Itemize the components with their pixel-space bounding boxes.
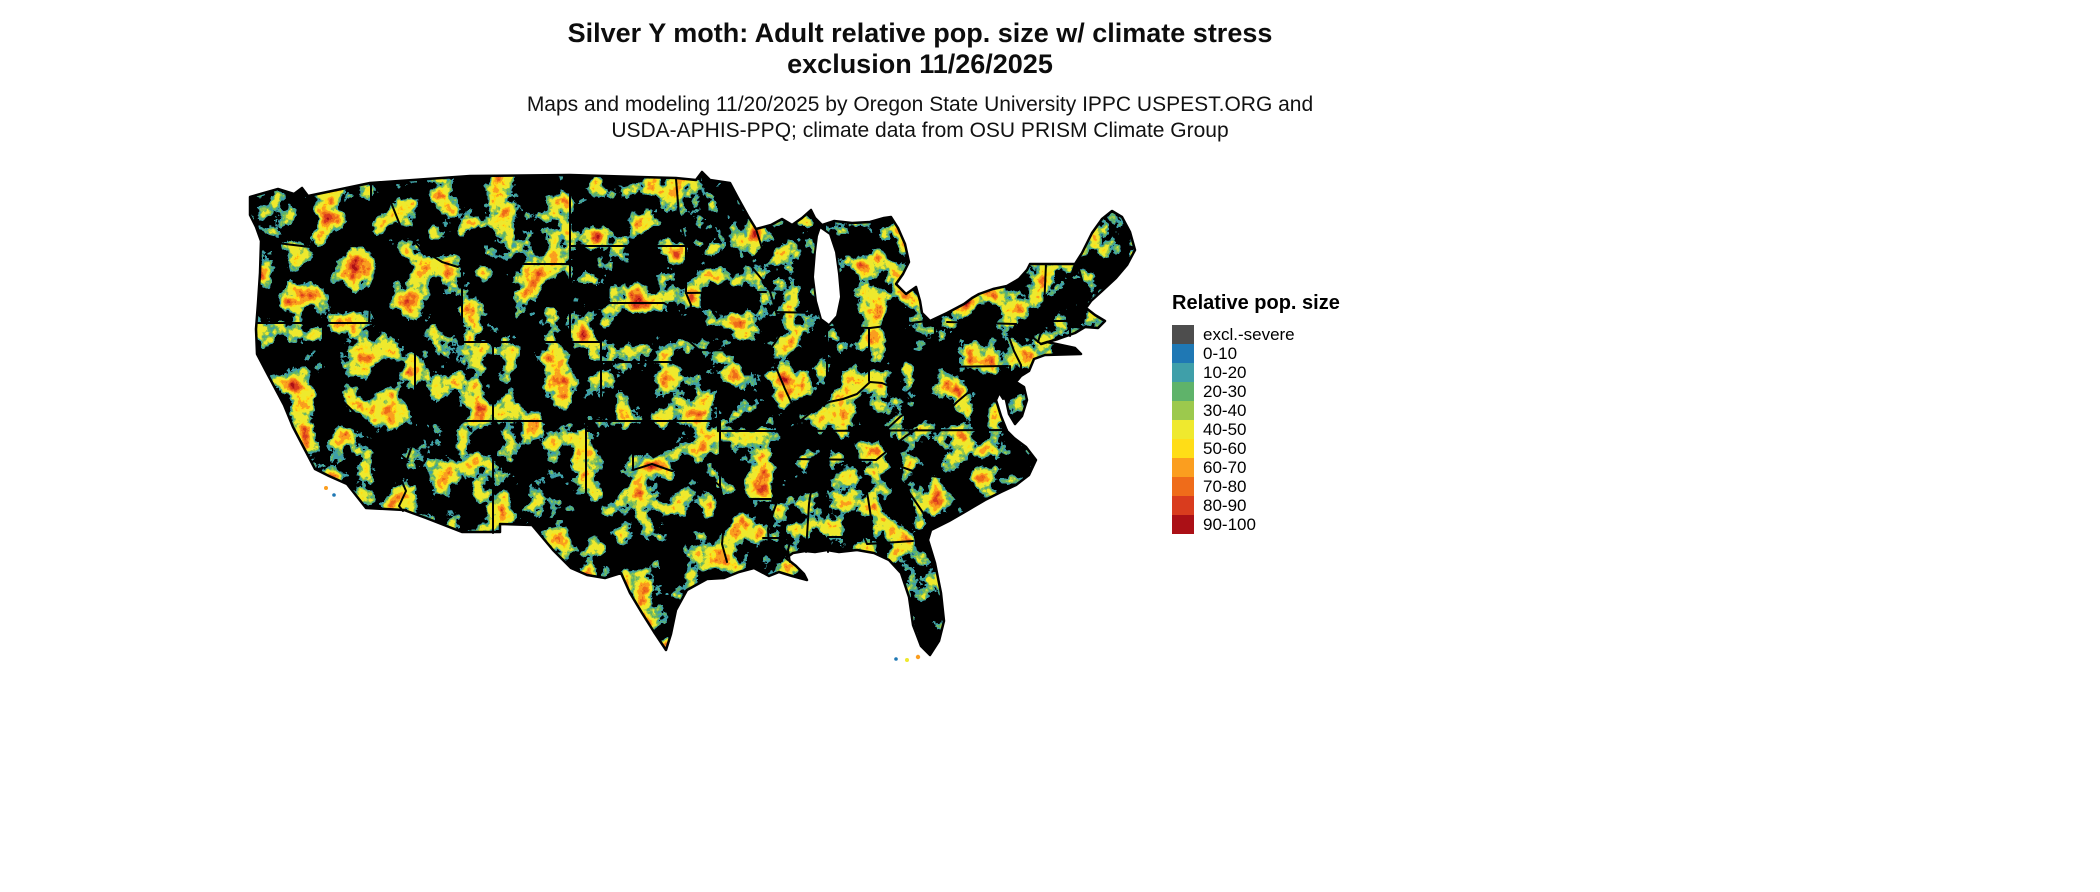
legend-swatch	[1172, 325, 1194, 344]
title-line-2: exclusion 11/26/2025	[787, 49, 1053, 79]
us-outline	[248, 170, 1137, 657]
small-islands	[324, 486, 921, 662]
legend-label: 50-60	[1203, 438, 1247, 458]
legend-title: Relative pop. size	[1172, 292, 1340, 314]
legend-item: 20-30	[1172, 382, 1412, 401]
legend-swatch	[1172, 458, 1194, 477]
legend-label: 90-100	[1203, 514, 1256, 534]
state-borders	[257, 175, 1088, 563]
page-title: Silver Y moth: Adult relative pop. size …	[0, 18, 1840, 80]
legend-swatch	[1172, 401, 1194, 420]
legend-label: 80-90	[1203, 495, 1247, 515]
attribution-line-1: Maps and modeling 11/20/2025 by Oregon S…	[526, 93, 1314, 116]
legend-label: excl.-severe	[1203, 324, 1295, 344]
legend-label: 60-70	[1203, 457, 1247, 477]
legend-swatch	[1172, 477, 1194, 496]
legend-swatch	[1172, 420, 1194, 439]
population-raster-layer	[250, 172, 1135, 655]
legend-item: 50-60	[1172, 439, 1412, 458]
legend-label: 40-50	[1203, 419, 1247, 439]
legend-label: 30-40	[1203, 400, 1247, 420]
legend-swatch	[1172, 515, 1194, 534]
legend-item: 80-90	[1172, 496, 1412, 515]
legend-item: 70-80	[1172, 477, 1412, 496]
legend-item: 10-20	[1172, 363, 1412, 382]
legend-swatch	[1172, 344, 1194, 363]
legend-swatch	[1172, 363, 1194, 382]
us-risk-map	[230, 170, 1145, 662]
legend-items: excl.-severe 0-10 10-20 20-30 30-40 40-50 50-6…	[1172, 325, 1412, 534]
legend-item: 60-70	[1172, 458, 1412, 477]
title-line-1: Silver Y moth: Adult relative pop. size …	[567, 18, 1273, 48]
legend: Relative pop. size excl.-severe 0-10 10-20…	[1172, 292, 1412, 534]
legend-item: 30-40	[1172, 401, 1412, 420]
legend-label: 20-30	[1203, 381, 1247, 401]
legend-swatch	[1172, 382, 1194, 401]
map-mottle-fill	[250, 172, 1135, 655]
legend-swatch	[1172, 439, 1194, 458]
legend-label: 10-20	[1203, 362, 1247, 382]
legend-item: 90-100	[1172, 515, 1412, 534]
legend-label: 0-10	[1203, 343, 1238, 363]
us-map-svg	[248, 170, 1137, 662]
legend-label: 70-80	[1203, 476, 1247, 496]
lake-michigan	[812, 226, 842, 326]
legend-swatch	[1172, 496, 1194, 515]
attribution-line-2: USDA-APHIS-PPQ; climate data from OSU PR…	[611, 119, 1229, 142]
legend-item: 40-50	[1172, 420, 1412, 439]
attribution: Maps and modeling 11/20/2025 by Oregon S…	[0, 92, 1840, 144]
legend-item: 0-10	[1172, 344, 1412, 363]
legend-item: excl.-severe	[1172, 325, 1412, 344]
